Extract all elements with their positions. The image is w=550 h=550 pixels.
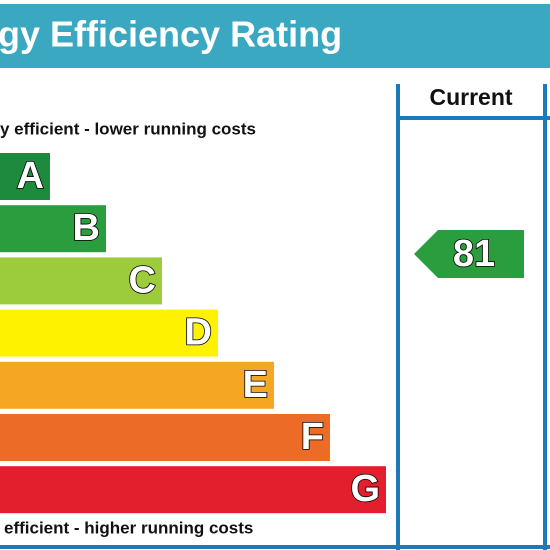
band — [0, 153, 50, 200]
band-letter: A — [17, 155, 44, 197]
band — [0, 205, 106, 253]
band-letter: B — [73, 207, 100, 249]
band-letter: C — [129, 259, 156, 301]
band — [0, 466, 386, 514]
band-letter: E — [243, 364, 268, 406]
top-note: y efficient - lower running costs — [0, 119, 256, 138]
rating-arrow — [414, 230, 524, 278]
band — [0, 361, 274, 409]
band-letter: D — [185, 312, 212, 354]
title: gy Efficiency Rating — [0, 14, 342, 55]
band-letter: F — [301, 416, 324, 458]
column-header: Current — [429, 84, 512, 110]
band-letter: G — [350, 468, 380, 510]
bottom-note: efficient - higher running costs — [4, 518, 253, 537]
band — [0, 257, 162, 305]
title-bar — [0, 4, 550, 68]
rating-value: 81 — [453, 233, 495, 275]
band — [0, 309, 218, 357]
band — [0, 414, 330, 461]
